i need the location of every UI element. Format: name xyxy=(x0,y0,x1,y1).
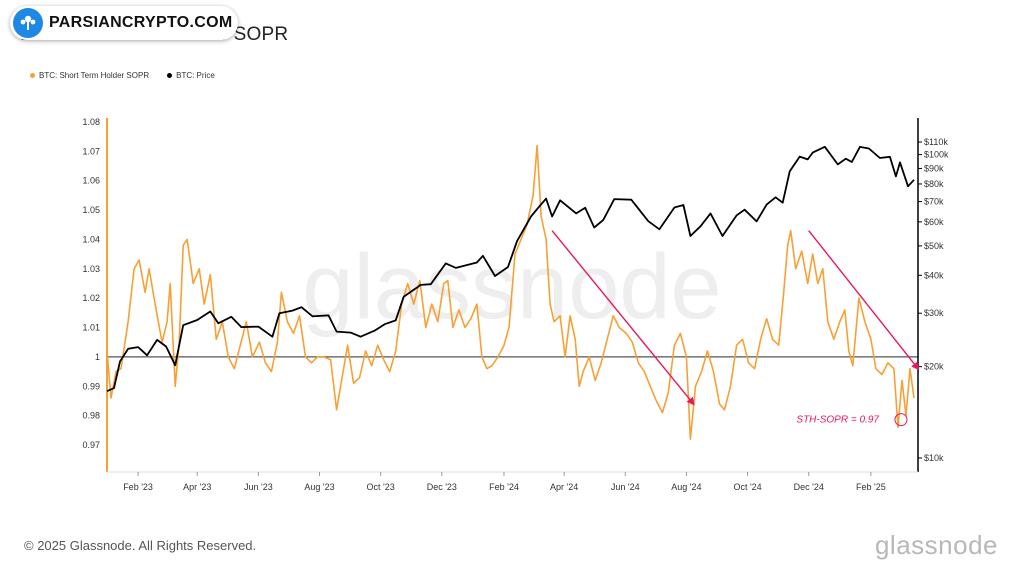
y-left-tick-label: 0.99 xyxy=(82,381,100,391)
x-tick-label: Jun '24 xyxy=(611,482,640,492)
x-tick-label: Feb '24 xyxy=(489,482,519,492)
y-right-tick-label: $100k xyxy=(924,150,949,160)
x-tick-label: Dec '24 xyxy=(794,482,824,492)
y-right-tick-label: $60k xyxy=(924,217,944,227)
copyright: © 2025 Glassnode. All Rights Reserved. xyxy=(24,538,257,553)
x-tick-label: Dec '23 xyxy=(427,482,457,492)
x-tick-label: Feb '25 xyxy=(856,482,886,492)
legend-label-price: BTC: Price xyxy=(176,71,215,80)
watermark-badge: PARSIANCRYPTO.COM xyxy=(10,6,238,40)
legend-dot-price xyxy=(167,73,173,78)
y-right-tick-label: $30k xyxy=(924,308,944,318)
legend-item-price[interactable]: BTC: Price xyxy=(167,71,215,80)
y-right-tick-label: $10k xyxy=(924,453,944,463)
sopr-low-circle xyxy=(894,413,908,427)
x-tick-label: Apr '24 xyxy=(550,482,578,492)
series-line-price xyxy=(106,145,915,393)
legend-dot-sopr xyxy=(30,73,35,78)
y-left-tick-label: 1.05 xyxy=(82,205,100,215)
y-right-tick-label: $40k xyxy=(924,270,944,280)
legend-label-sopr: BTC: Short Term Holder SOPR xyxy=(39,71,150,80)
logo-tree-icon xyxy=(13,8,43,38)
y-right-tick-label: $90k xyxy=(924,163,944,173)
y-left-tick-label: 1.07 xyxy=(82,146,100,156)
x-tick-label: Jun '23 xyxy=(244,482,273,492)
y-left-tick-label: 1.06 xyxy=(82,176,100,186)
y-left-tick-label: 1.04 xyxy=(82,234,100,244)
y-right-tick-label: $110k xyxy=(924,137,948,147)
series-line-sopr xyxy=(106,144,915,440)
y-left-tick-label: 1.01 xyxy=(82,323,100,333)
y-right-tick-label: $20k xyxy=(924,362,944,372)
y-left-tick-label: 1.08 xyxy=(82,117,100,127)
trend-arrow-1 xyxy=(808,230,920,371)
y-left-tick-label: 1 xyxy=(95,352,100,362)
y-left-tick-label: 1.02 xyxy=(82,293,100,303)
sopr-annotation-label: STH-SOPR = 0.97 xyxy=(796,415,879,426)
x-tick-label: Oct '24 xyxy=(733,482,761,492)
y-right-tick-label: $50k xyxy=(924,241,944,251)
x-tick-label: Apr '23 xyxy=(183,482,211,492)
trend-arrow-0 xyxy=(551,230,695,406)
x-tick-label: Aug '24 xyxy=(671,482,701,492)
y-left-tick-label: 1.03 xyxy=(82,264,100,274)
y-left-tick-label: 0.98 xyxy=(82,411,100,421)
y-left-tick-label: 0.97 xyxy=(82,440,100,450)
x-tick-label: Aug '23 xyxy=(304,482,334,492)
x-tick-label: Oct '23 xyxy=(367,482,395,492)
watermark-brand: PARSIANCRYPTO.COM xyxy=(49,14,233,31)
legend: BTC: Short Term Holder SOPR BTC: Price xyxy=(30,71,215,80)
y-right-tick-label: $70k xyxy=(924,197,944,207)
x-tick-label: Feb '23 xyxy=(123,482,153,492)
footer-brand-logo: glassnode xyxy=(874,530,998,560)
legend-item-sopr[interactable]: BTC: Short Term Holder SOPR xyxy=(30,71,149,80)
y-right-tick-label: $80k xyxy=(924,179,944,189)
